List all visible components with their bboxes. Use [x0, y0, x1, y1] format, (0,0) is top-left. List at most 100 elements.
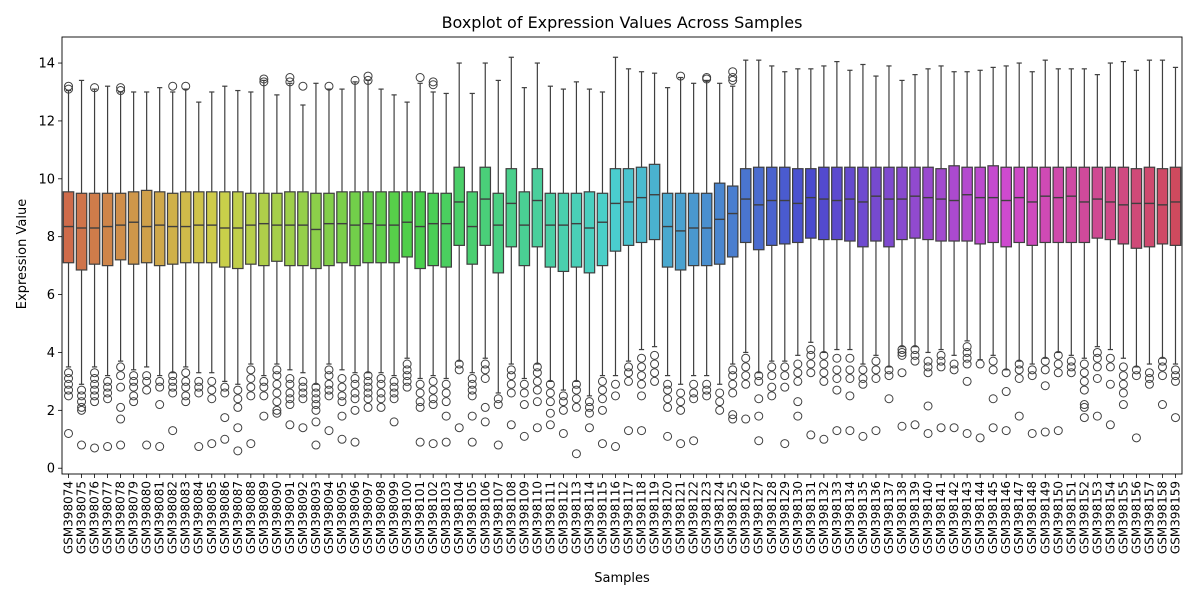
outlier-point [142, 440, 152, 450]
box-iqr [323, 192, 335, 267]
x-tick-label: GSM398100 [400, 481, 414, 554]
outlier-point [988, 365, 998, 375]
outlier-point [728, 75, 738, 85]
x-tick-label: GSM398104 [452, 481, 466, 554]
box-iqr [75, 192, 88, 271]
outlier-point [376, 402, 386, 412]
outlier-point [298, 394, 308, 404]
outlier-point [949, 365, 959, 375]
x-tick-label: GSM398098 [374, 481, 388, 554]
box-GSM398126 [739, 59, 752, 424]
x-tick-label: GSM398084 [192, 481, 206, 554]
outlier-point [819, 368, 829, 378]
outlier-point [285, 420, 295, 430]
box-GSM398128 [765, 65, 778, 401]
outlier-point [77, 405, 87, 415]
outlier-point [77, 397, 87, 407]
outlier-point [910, 345, 920, 355]
box-iqr [1091, 166, 1104, 239]
outlier-point [428, 400, 438, 410]
outlier-point [402, 382, 412, 392]
outlier-point [545, 388, 555, 398]
box-iqr [101, 192, 114, 267]
outlier-point [428, 394, 438, 404]
box-GSM398108 [505, 56, 518, 430]
outlier-point [897, 350, 907, 360]
y-axis-label: Expression Value [15, 199, 30, 309]
outlier-point [64, 84, 74, 94]
outlier-point [376, 394, 386, 404]
box-GSM398152 [1078, 68, 1091, 423]
outlier-point [467, 437, 477, 447]
box-iqr [831, 166, 843, 241]
outlier-point [1079, 400, 1089, 410]
box-iqr [518, 191, 531, 267]
outlier-point [624, 376, 634, 386]
outlier-point [220, 413, 230, 423]
outlier-point [806, 368, 816, 378]
box-GSM398080 [140, 91, 153, 450]
box-GSM398081 [153, 87, 166, 452]
outlier-point [142, 385, 152, 395]
box-iqr [896, 166, 908, 241]
y-tick-label: 6 [47, 288, 55, 303]
box-iqr [1169, 166, 1182, 246]
outlier-point [259, 411, 269, 421]
box-GSM398158 [1156, 59, 1169, 410]
outlier-point [780, 362, 790, 372]
outlier-point [493, 394, 503, 404]
outlier-point [324, 371, 334, 381]
outlier-point [610, 442, 620, 452]
outlier-point [168, 426, 178, 436]
chart-title: Boxplot of Expression Values Across Samp… [442, 13, 803, 32]
outlier-point [689, 436, 699, 446]
box-iqr [752, 166, 765, 251]
outlier-point [103, 394, 113, 404]
outlier-point [741, 379, 751, 389]
box-GSM398099 [388, 94, 400, 427]
outlier-point [285, 379, 295, 389]
outlier-point [754, 376, 764, 386]
outlier-point [702, 391, 712, 401]
box-iqr [1104, 166, 1117, 241]
outlier-point [871, 356, 881, 366]
outlier-point [259, 74, 269, 84]
outlier-point [897, 347, 907, 357]
outlier-point [298, 382, 308, 392]
box-iqr [114, 192, 127, 261]
x-tick-label: GSM398138 [895, 481, 909, 554]
outlier-point [77, 402, 87, 412]
x-axis-label: Samples [594, 571, 650, 586]
outlier-point [975, 359, 985, 369]
outlier-point [64, 81, 74, 91]
outlier-point [376, 373, 386, 383]
outlier-point [428, 77, 438, 87]
outlier-point [1131, 365, 1141, 375]
outlier-point [506, 365, 516, 375]
box-GSM398078 [114, 83, 127, 450]
x-tick-label: GSM398094 [322, 481, 336, 554]
outlier-point [90, 373, 100, 383]
outlier-point [597, 385, 607, 395]
outlier-point [884, 365, 894, 375]
outlier-point [506, 420, 516, 430]
outlier-point [116, 86, 126, 96]
outlier-point [1079, 385, 1089, 395]
outlier-point [389, 376, 399, 386]
box-GSM398117 [622, 68, 635, 436]
outlier-point [1157, 371, 1167, 381]
outlier-point [545, 379, 555, 389]
outlier-point [871, 365, 881, 375]
outlier-point [298, 423, 308, 433]
box-iqr [1039, 166, 1052, 244]
box-iqr [596, 192, 609, 267]
box-iqr [700, 192, 713, 267]
outlier-point [845, 353, 855, 363]
box-GSM398102 [427, 77, 439, 449]
outlier-point [259, 77, 269, 87]
outlier-point [910, 356, 920, 366]
x-tick-label: GSM398112 [556, 481, 570, 554]
box-GSM398075 [75, 79, 88, 450]
box-GSM398122 [687, 82, 700, 446]
x-axis-ticks: GSM398074 GSM398075 GSM398076 GSM398077 GSM3… [62, 474, 1182, 554]
